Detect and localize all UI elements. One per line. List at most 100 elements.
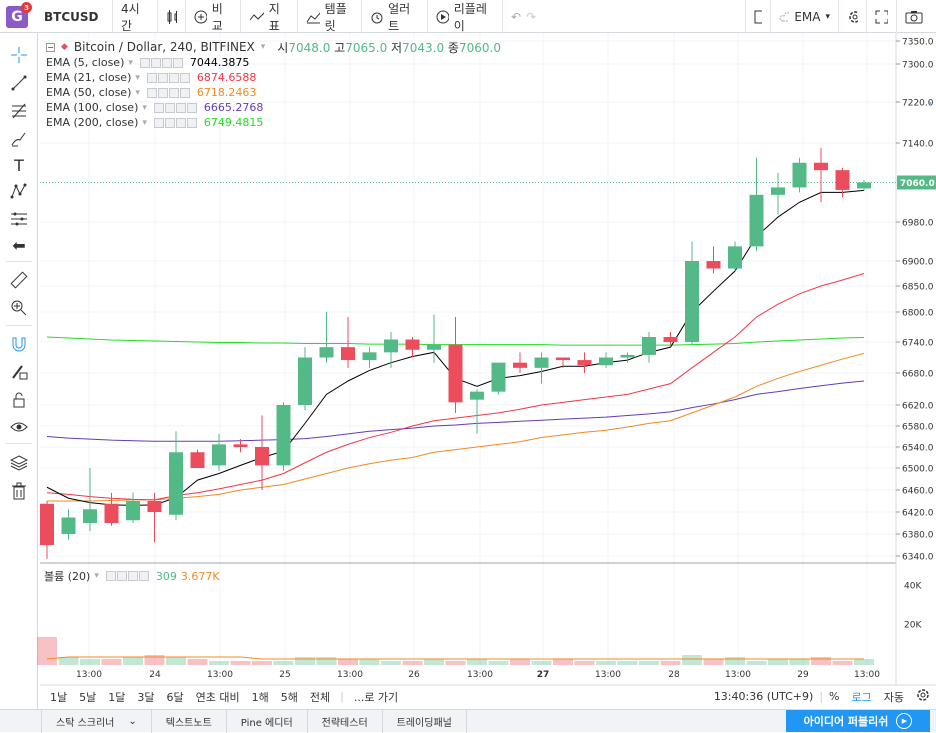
volume-bar — [209, 661, 229, 665]
candle-body — [384, 339, 398, 353]
pattern-tool-icon[interactable] — [9, 181, 29, 201]
indicator-legend-row[interactable]: EMA (5, close) ▾ 7044.3875 — [46, 55, 501, 70]
crosshair-icon[interactable] — [9, 45, 29, 65]
open-label: 시 — [277, 40, 289, 55]
volume-axis-label: 20K — [904, 621, 922, 631]
log-toggle[interactable]: 로그 — [851, 690, 872, 704]
time-label: 13:00 — [207, 670, 233, 680]
range-button[interactable]: 5날 — [79, 690, 97, 704]
symbol-search-button[interactable]: BTCUSD — [36, 0, 113, 33]
replay-button[interactable]: 리플레이 — [428, 0, 503, 33]
indicator-legend-row[interactable]: EMA (200, close) ▾ 6749.4815 — [46, 115, 501, 130]
candle-body — [126, 501, 140, 521]
chevron-down-icon[interactable]: ▾ — [260, 42, 266, 52]
fullscreen-button[interactable] — [867, 0, 897, 33]
trend-line-icon[interactable] — [9, 73, 29, 93]
tab-label: Pine 에디터 — [240, 717, 293, 729]
compare-label: 비교 — [211, 1, 223, 33]
volume-bar — [359, 659, 380, 665]
range-button[interactable]: 연초 대비 — [195, 690, 240, 704]
tab-label: 트레이딩패널 — [396, 717, 452, 729]
candle-body — [276, 405, 291, 466]
settings-button[interactable] — [839, 0, 867, 33]
alert-button[interactable]: 얼러트 — [362, 0, 428, 33]
range-button[interactable]: 1날 — [50, 690, 68, 704]
chevron-down-icon[interactable]: ▾ — [142, 102, 147, 113]
range-button[interactable]: 1달 — [108, 690, 126, 704]
chevron-down-icon[interactable]: ▾ — [94, 571, 99, 581]
templates-button[interactable]: 템플릿 — [298, 0, 362, 33]
chart-style-button[interactable] — [158, 0, 186, 33]
back-arrow-icon[interactable]: ⬅ — [12, 235, 26, 255]
volume-bar — [639, 661, 659, 665]
interval-button[interactable]: 4시간 — [113, 0, 158, 33]
indicator-controls[interactable] — [139, 57, 183, 68]
notification-badge: 3 — [21, 2, 32, 13]
indicator-legend-row[interactable]: EMA (100, close) ▾ 6665.2768 — [46, 100, 501, 115]
publish-idea-button[interactable]: 아이디어 퍼블리쉬 ▶ — [786, 710, 930, 732]
trash-icon[interactable] — [9, 481, 29, 501]
ema-template-button[interactable]: EMA ▾ — [771, 0, 839, 33]
indicator-legend-row[interactable]: EMA (50, close) ▾ 6718.2463 — [46, 85, 501, 100]
lock-icon[interactable] — [9, 390, 29, 410]
tab-label: 전략테스터 — [321, 717, 368, 729]
volume-bar — [854, 659, 874, 665]
magnet-icon[interactable] — [9, 334, 29, 354]
layers-icon[interactable] — [9, 453, 29, 473]
indicator-controls[interactable] — [153, 117, 197, 128]
goto-button[interactable]: ...로 가기 — [353, 690, 399, 704]
range-button[interactable]: 6달 — [166, 690, 184, 704]
layout-button[interactable] — [745, 0, 771, 33]
chevron-down-icon[interactable]: ▾ — [128, 57, 133, 68]
range-button[interactable]: 전체 — [309, 690, 331, 704]
auto-toggle[interactable]: 자동 — [883, 690, 904, 704]
indicators-button[interactable]: 지표 — [241, 0, 298, 33]
percent-toggle[interactable]: % — [829, 690, 840, 703]
ruler-icon[interactable] — [9, 270, 29, 290]
collapse-icon[interactable]: − — [46, 42, 55, 52]
range-button[interactable]: 3달 — [137, 690, 155, 704]
tab-stock-screener[interactable]: 스탁 스크리너 ⌄ — [42, 709, 152, 733]
clock: 13:40:36 (UTC+9) — [713, 690, 814, 703]
candle-body — [577, 360, 592, 366]
fib-tool-icon[interactable] — [9, 101, 29, 121]
undo-icon[interactable]: ↶ — [511, 9, 522, 24]
prediction-tool-icon[interactable] — [9, 209, 29, 229]
indicator-controls[interactable] — [146, 72, 190, 83]
publish-label: 아이디어 퍼블리쉬 — [803, 715, 889, 728]
indicator-legend-row[interactable]: EMA (21, close) ▾ 6874.6588 — [46, 70, 501, 85]
chevron-down-icon: ▾ — [825, 11, 830, 22]
range-button[interactable]: 1해 — [251, 690, 269, 704]
compare-button[interactable]: 비교 — [186, 0, 241, 33]
zoom-in-icon[interactable] — [9, 298, 29, 318]
range-button[interactable]: 5해 — [280, 690, 298, 704]
candle-body — [663, 337, 678, 342]
indicator-controls[interactable] — [153, 102, 197, 113]
chevron-down-icon[interactable]: ▾ — [135, 87, 140, 98]
indicator-controls[interactable] — [146, 87, 190, 98]
text-tool-icon[interactable]: T — [14, 155, 24, 175]
ema-template-label: EMA — [794, 9, 821, 24]
chevron-down-icon[interactable]: ▾ — [135, 72, 140, 83]
volume-controls[interactable] — [105, 571, 149, 581]
chevron-down-icon[interactable]: ▾ — [142, 117, 147, 128]
price-label: 6620.0 — [902, 402, 934, 412]
camera-icon — [905, 10, 923, 23]
tab-pine-editor[interactable]: Pine 에디터 — [227, 709, 308, 733]
tab-strategy-tester[interactable]: 전략테스터 — [308, 709, 383, 733]
eye-icon[interactable] — [9, 417, 29, 437]
time-label: 13:00 — [854, 670, 880, 680]
indicator-value: 6874.6588 — [196, 71, 257, 84]
price-label: 6980.0 — [902, 219, 934, 229]
tab-trading-panel[interactable]: 트레이딩패널 — [383, 709, 467, 733]
volume-bar — [424, 659, 444, 665]
lock-pen-icon[interactable] — [9, 362, 29, 382]
gear-icon[interactable] — [910, 688, 936, 705]
snapshot-button[interactable] — [897, 0, 934, 33]
tab-text-notes[interactable]: 텍스트노트 — [152, 709, 227, 733]
brush-icon[interactable] — [9, 129, 29, 149]
redo-icon[interactable]: ↷ — [526, 9, 537, 24]
gear-icon — [849, 10, 858, 23]
ema5-line — [46, 189, 865, 506]
